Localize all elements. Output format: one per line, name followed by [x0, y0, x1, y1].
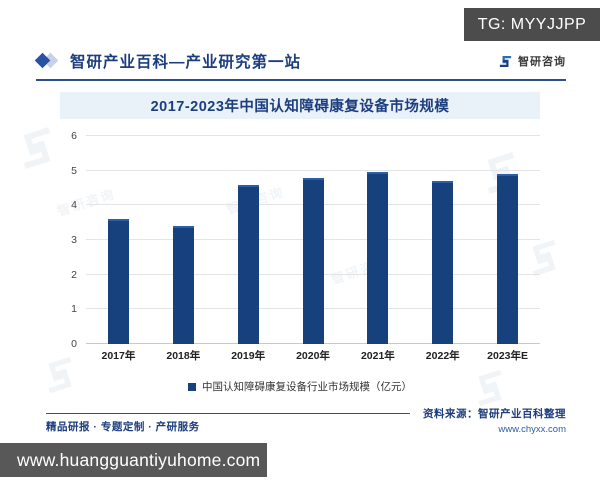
x-axis: 2017年 2018年 2019年 2020年 2021年 2022年 2023年E [86, 348, 540, 363]
bottom-url-text[interactable]: www.huangguantiyuhome.com [17, 449, 261, 470]
source-label: 资料来源：智研产业百科整理 [423, 408, 566, 420]
brand-logo-icon [23, 126, 51, 170]
gridline [86, 135, 540, 136]
bar-column [281, 136, 346, 344]
plot-area [86, 135, 540, 344]
source-url[interactable]: www.chyxx.com [498, 424, 566, 435]
bar-2021年[interactable] [367, 172, 389, 344]
y-tick-label: 3 [71, 234, 77, 246]
y-tick-label: 5 [71, 164, 77, 177]
legend: 中国认知障碍康复设备行业市场规模（亿元） [60, 379, 540, 394]
diamond-icon [34, 52, 60, 69]
tg-contact-badge: TG: MYYJJPP [464, 8, 600, 41]
y-tick-label: 4 [71, 199, 77, 212]
x-tick-label: 2021年 [360, 350, 395, 362]
y-tick-label: 1 [71, 303, 77, 316]
bar-2018年[interactable] [172, 226, 194, 344]
header-divider [36, 79, 566, 81]
chart-title: 2017-2023年中国认知障碍康复设备市场规模 [60, 92, 540, 119]
x-tick-label: 2023年E [487, 350, 529, 362]
x-tick-label: 2018年 [166, 350, 201, 362]
x-tick-label: 2020年 [296, 350, 330, 362]
bar-column [151, 136, 216, 344]
page-title: 智研产业百科—产业研究第一站 [70, 54, 302, 71]
bar-2023年E[interactable] [497, 174, 519, 344]
brand-logo: 智研咨询 [498, 53, 566, 69]
header-left: 智研产业百科—产业研究第一站 [34, 50, 302, 72]
x-tick-label: 2017年 [101, 350, 136, 362]
bar-2017年[interactable] [107, 219, 129, 344]
x-tick-label: 2022年 [425, 350, 460, 362]
plot-row: 0 1 2 3 4 5 6 [60, 130, 540, 350]
y-axis: 0 1 2 3 4 5 6 [60, 130, 86, 350]
bar-2020年[interactable] [302, 177, 324, 344]
bottom-url-bar: www.huangguantiyuhome.com [0, 443, 267, 477]
source-block: 资料来源：智研产业百科整理 www.chyxx.com [423, 406, 566, 435]
brand-logo-icon [499, 55, 512, 67]
legend-label: 中国认知障碍康复设备行业市场规模（亿元） [202, 381, 412, 393]
bar-columns [86, 136, 540, 344]
header: 智研产业百科—产业研究第一站 智研咨询 [34, 50, 566, 72]
footer-divider [46, 413, 410, 414]
bar-column [345, 136, 410, 344]
tg-contact-text: TG: MYYJJPP [477, 15, 587, 33]
gridline [86, 169, 540, 171]
brand-name: 智研咨询 [518, 56, 566, 68]
footer-services: 精品研报 · 专题定制 · 产研服务 [46, 421, 200, 433]
y-tick-label: 6 [71, 130, 77, 142]
bar-2019年[interactable] [237, 184, 259, 344]
x-tick-label: 2019年 [231, 350, 266, 362]
y-tick-label: 0 [71, 338, 77, 350]
watermark-logo [8, 119, 66, 177]
bar-column [86, 136, 151, 344]
bar-column [475, 136, 540, 344]
y-tick-label: 2 [71, 268, 77, 281]
legend-marker [188, 382, 196, 391]
bar-column [216, 136, 281, 344]
bar-2022年[interactable] [432, 181, 454, 344]
bar-column [410, 136, 475, 344]
